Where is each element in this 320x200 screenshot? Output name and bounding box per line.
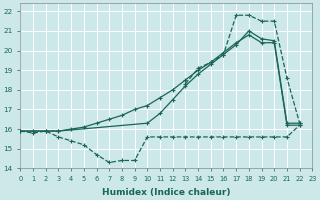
X-axis label: Humidex (Indice chaleur): Humidex (Indice chaleur) <box>102 188 231 197</box>
